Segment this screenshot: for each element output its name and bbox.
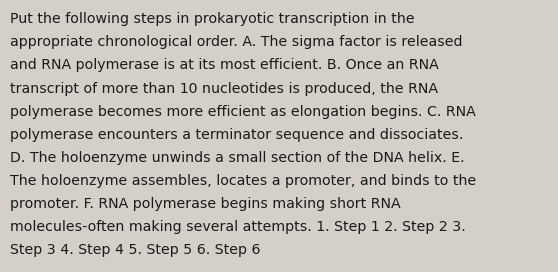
Text: polymerase becomes more efficient as elongation begins. C. RNA: polymerase becomes more efficient as elo… [10, 105, 476, 119]
Text: molecules-often making several attempts. 1. Step 1 2. Step 2 3.: molecules-often making several attempts.… [10, 220, 466, 234]
Text: polymerase encounters a terminator sequence and dissociates.: polymerase encounters a terminator seque… [10, 128, 463, 142]
Text: transcript of more than 10 nucleotides is produced, the RNA: transcript of more than 10 nucleotides i… [10, 82, 438, 95]
Text: appropriate chronological order. A. The sigma factor is released: appropriate chronological order. A. The … [10, 35, 463, 49]
Text: D. The holoenzyme unwinds a small section of the DNA helix. E.: D. The holoenzyme unwinds a small sectio… [10, 151, 465, 165]
Text: Step 3 4. Step 4 5. Step 5 6. Step 6: Step 3 4. Step 4 5. Step 5 6. Step 6 [10, 243, 261, 257]
Text: promoter. F. RNA polymerase begins making short RNA: promoter. F. RNA polymerase begins makin… [10, 197, 401, 211]
Text: Put the following steps in prokaryotic transcription in the: Put the following steps in prokaryotic t… [10, 12, 415, 26]
Text: The holoenzyme assembles, locates a promoter, and binds to the: The holoenzyme assembles, locates a prom… [10, 174, 477, 188]
Text: and RNA polymerase is at its most efficient. B. Once an RNA: and RNA polymerase is at its most effici… [10, 58, 439, 72]
